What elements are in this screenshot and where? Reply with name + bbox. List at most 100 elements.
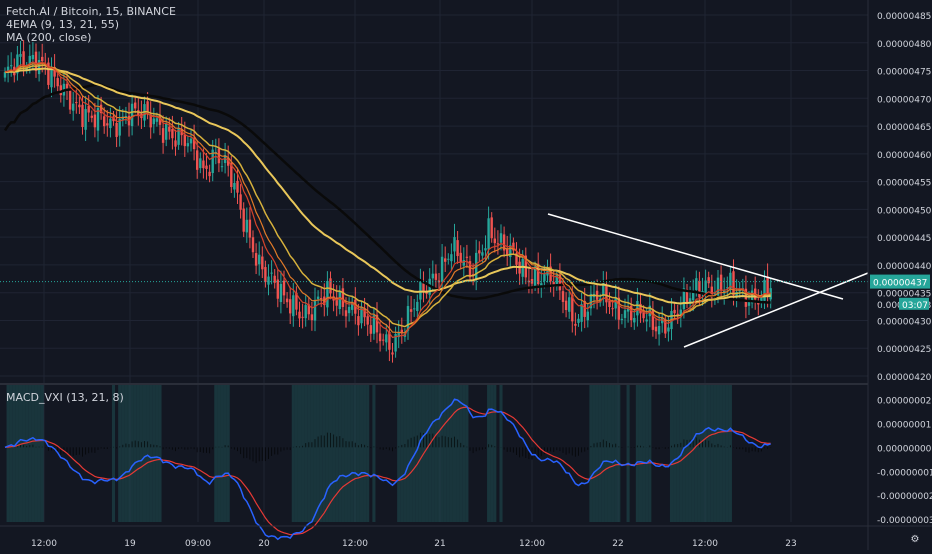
macd-bullish-band [673, 385, 677, 522]
candle-body [481, 252, 484, 256]
candle-body [391, 352, 394, 355]
candle-body [59, 85, 62, 96]
macd-bullish-band [710, 385, 714, 522]
price-tick-label: 0.00000470 [877, 95, 932, 105]
macd-bullish-band [440, 385, 444, 522]
macd-bullish-band [719, 385, 723, 522]
candle-body [413, 308, 416, 310]
price-tick-label: 0.00000440 [877, 262, 932, 272]
candle-body [608, 300, 611, 308]
candle-body [174, 140, 177, 147]
candle-body [719, 274, 723, 291]
time-tick-label: 12:00 [31, 539, 57, 549]
candle-body [298, 311, 301, 319]
macd-tick-label: 0.00000002 [877, 396, 931, 406]
candle-body [487, 218, 490, 250]
candle-body [34, 51, 38, 71]
candle-body [388, 331, 391, 350]
candle-body [506, 248, 509, 255]
candle-body [354, 299, 357, 314]
macd-bullish-band [142, 385, 147, 522]
macd-bullish-band [425, 385, 429, 522]
candle-body [84, 109, 87, 130]
countdown-badge [899, 297, 929, 310]
macd-bullish-band [397, 385, 401, 522]
macd-bullish-band [406, 385, 410, 522]
settings-icon[interactable]: ⚙ [911, 534, 920, 545]
macd-bullish-band [372, 385, 376, 522]
candle-body [10, 65, 13, 67]
candle-body [242, 208, 245, 232]
candle-body [406, 306, 410, 331]
candle-body [137, 110, 140, 116]
macd-bullish-band [111, 385, 116, 522]
macd-bullish-band [691, 385, 695, 522]
candle-body [168, 126, 171, 132]
ma-legend: MA (200, close) [6, 31, 92, 44]
candle-body [273, 275, 276, 283]
price-tick-label: 0.00000430 [877, 317, 932, 327]
candle-body [68, 89, 72, 110]
candle-body [614, 297, 617, 309]
candle-body [555, 274, 558, 287]
candle-body [270, 272, 273, 274]
macd-bullish-band [707, 385, 711, 522]
candle-body [369, 325, 372, 334]
candle-body [22, 51, 25, 67]
candle-body [124, 115, 128, 117]
symbol-title: Fetch.AI / Bitcoin, 15, BINANCE [6, 5, 176, 18]
macd-bullish-band [713, 385, 717, 522]
macd-bullish-band [604, 385, 608, 522]
candle-body [357, 316, 360, 326]
candle-body [586, 311, 589, 321]
macd-bullish-band [400, 385, 404, 522]
last-price-label: 0.00000437 [873, 279, 927, 289]
candle-body [400, 329, 403, 334]
candle-body [366, 316, 369, 325]
time-tick-label: 12:00 [342, 539, 368, 549]
indicator-line-layer [3, 61, 771, 339]
macd-bullish-band [642, 385, 646, 522]
candle-body [130, 103, 134, 127]
ema21-line [4, 64, 771, 328]
macd-bullish-band [34, 385, 38, 522]
candle-body [716, 277, 720, 297]
candle-body [490, 217, 493, 239]
macd-bullish-band [6, 385, 10, 522]
candle-body [282, 280, 286, 296]
candle-body [341, 288, 345, 307]
macd-bullish-band [350, 385, 354, 522]
candle-body [744, 288, 748, 307]
candle-body [512, 242, 515, 251]
candle-body [254, 253, 258, 266]
candle-body [304, 305, 307, 319]
macd-bullish-band [617, 385, 621, 522]
macd-line [4, 398, 771, 541]
main-legend: Fetch.AI / Bitcoin, 15, BINANCE 4EMA (9,… [6, 5, 176, 44]
price-tick-label: 0.00000485 [877, 12, 931, 22]
candle-body [385, 334, 388, 343]
candle-body [382, 339, 385, 341]
candle-body [347, 306, 351, 314]
candle-body [87, 106, 90, 113]
candle-body [589, 293, 593, 309]
time-tick-label: 12:00 [519, 539, 545, 549]
candle-body [177, 127, 180, 145]
price-tick-label: 0.00000420 [877, 373, 932, 383]
price-tick-label: 0.00000445 [877, 234, 931, 244]
macd-bullish-band [158, 385, 162, 522]
time-tick-label: 20 [258, 539, 270, 549]
macd-band-layer [6, 385, 732, 522]
candle-body [620, 318, 624, 321]
candle-body [707, 277, 710, 284]
candle-body [72, 103, 75, 111]
macd-bullish-band [589, 385, 593, 522]
candle-body [19, 53, 22, 57]
candle-body [626, 307, 630, 312]
candle-body [617, 297, 620, 320]
macd-bullish-band [223, 385, 227, 522]
candle-body [679, 309, 682, 317]
candle-body [571, 295, 574, 322]
